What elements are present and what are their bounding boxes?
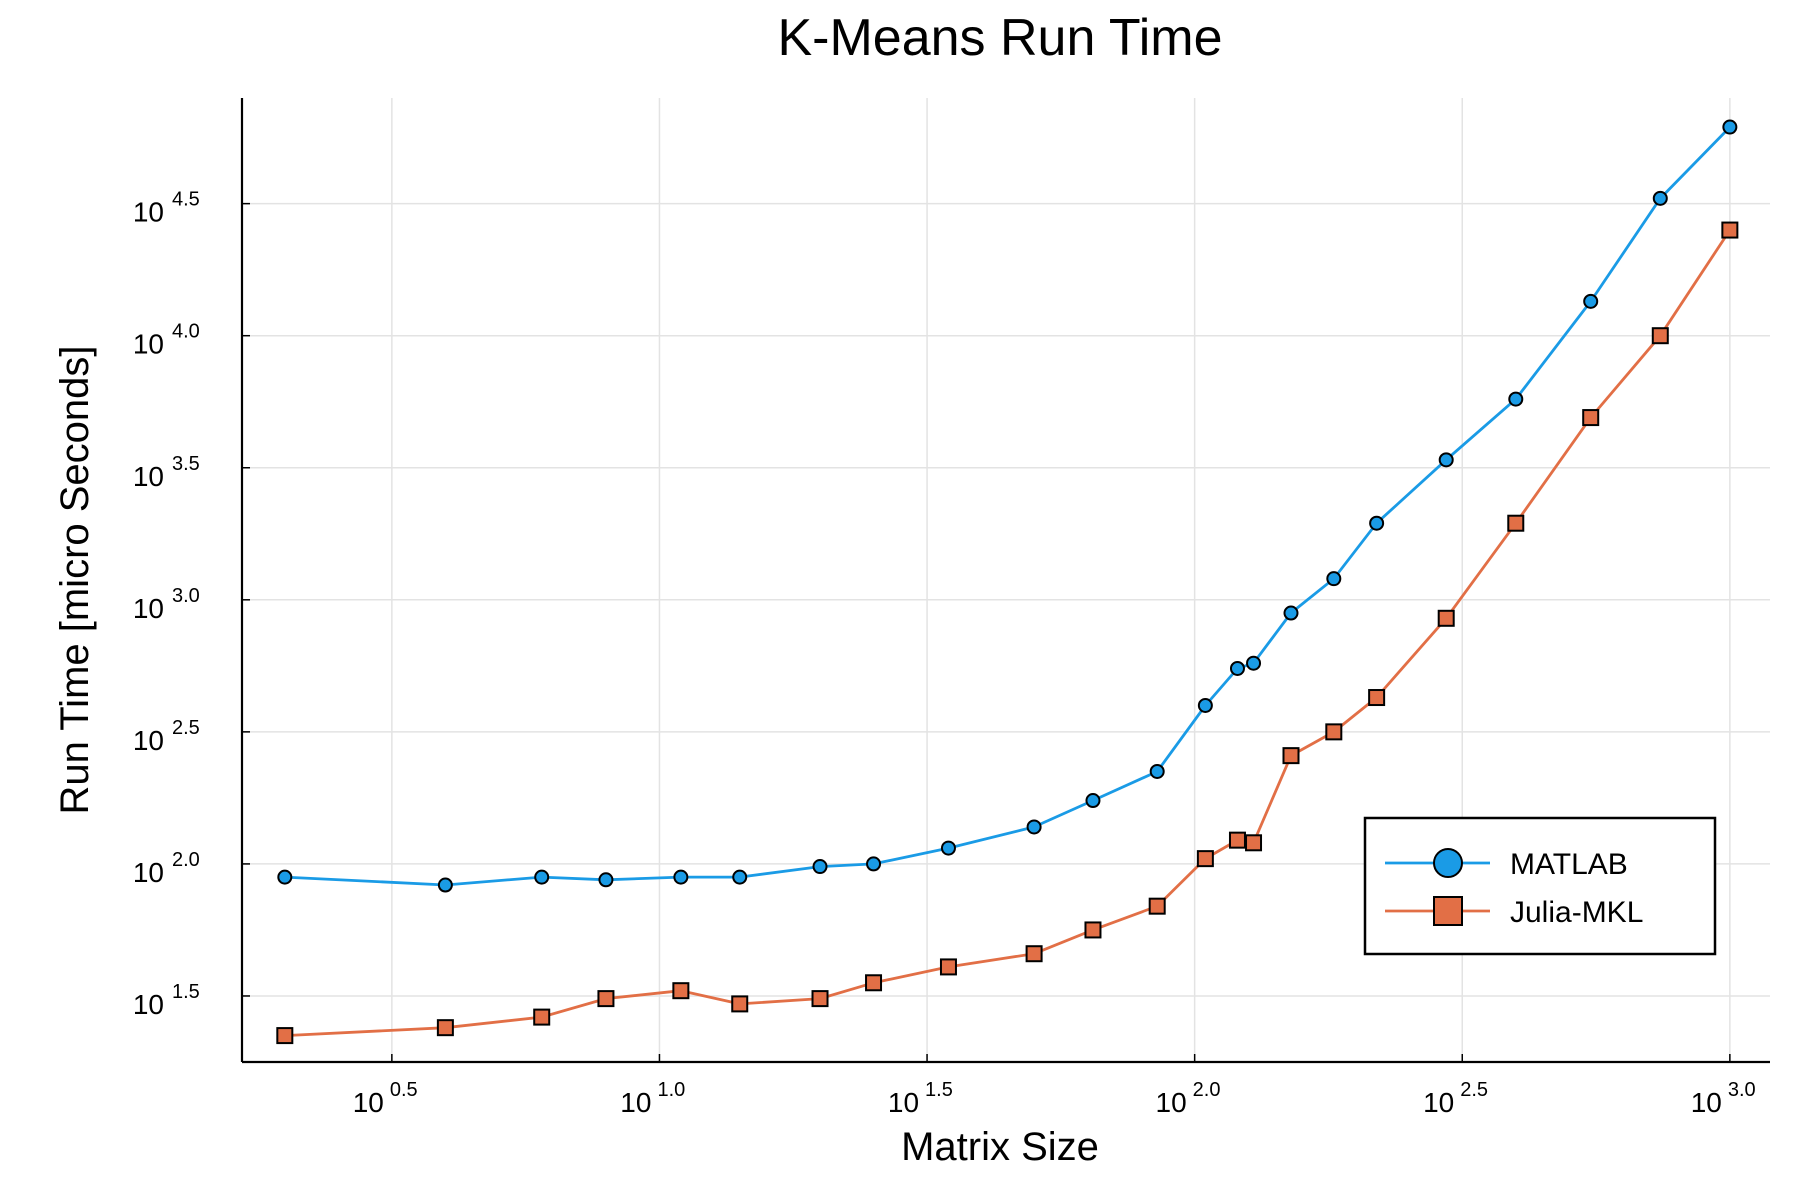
y-tick-label-exponent: 2.0 xyxy=(172,849,200,871)
data-point-matlab xyxy=(437,877,453,893)
data-point-julia-mkl xyxy=(1228,831,1246,849)
x-tick-label-exponent: 2.0 xyxy=(1193,1079,1221,1101)
data-point-julia-mkl xyxy=(436,1019,454,1037)
data-point-matlab xyxy=(1085,793,1101,809)
x-tick-label-exponent: 0.5 xyxy=(390,1079,418,1101)
data-point-julia-mkl xyxy=(1084,921,1102,939)
x-tick-label-exponent: 2.5 xyxy=(1460,1079,1488,1101)
data-point-julia-mkl xyxy=(1245,834,1263,852)
data-point-julia-mkl xyxy=(939,958,957,976)
data-point-julia-mkl xyxy=(731,995,749,1013)
y-tick-label-base: 10 xyxy=(133,461,164,492)
data-point-matlab xyxy=(534,869,550,885)
data-point-matlab xyxy=(1197,697,1213,713)
data-point-matlab xyxy=(1583,293,1599,309)
tick-layer: 10 0.5 10 1.0 10 1.5 10 2.0 10 2.5 10 3.0 10 1.5 10 2.0… xyxy=(133,189,1756,1118)
data-point-julia-mkl xyxy=(1148,897,1166,915)
legend-marker-matlab xyxy=(1433,848,1463,878)
series-line-matlab xyxy=(284,126,1731,887)
data-point-julia-mkl xyxy=(865,974,883,992)
x-tick-label-base: 10 xyxy=(1691,1087,1722,1118)
data-point-matlab xyxy=(940,840,956,856)
x-tick-label-exponent: 1.0 xyxy=(657,1079,685,1101)
data-point-matlab xyxy=(1369,515,1385,531)
x-tick-label-base: 10 xyxy=(620,1087,651,1118)
data-point-matlab xyxy=(1026,819,1042,835)
data-point-julia-mkl xyxy=(1025,945,1043,963)
data-point-matlab xyxy=(1283,605,1299,621)
data-point-julia-mkl xyxy=(1282,747,1300,765)
legend-marker-julia xyxy=(1433,896,1463,926)
y-tick-label-exponent: 1.5 xyxy=(172,981,200,1003)
chart-title: K-Means Run Time xyxy=(777,9,1222,67)
data-point-julia-mkl xyxy=(597,990,615,1008)
data-point-julia-mkl xyxy=(1582,409,1600,427)
y-tick-label-exponent: 3.5 xyxy=(172,453,200,475)
legend: MATLAB Julia-MKL xyxy=(1363,816,1717,956)
x-tick-label-base: 10 xyxy=(888,1087,919,1118)
data-point-julia-mkl xyxy=(1437,609,1455,627)
data-point-matlab xyxy=(866,856,882,872)
y-tick-label-base: 10 xyxy=(133,329,164,360)
data-point-matlab xyxy=(1508,391,1524,407)
data-point-matlab xyxy=(1438,452,1454,468)
data-point-matlab xyxy=(1326,571,1342,587)
x-axis-label: Matrix Size xyxy=(901,1125,1099,1169)
legend-label-julia: Julia-MKL xyxy=(1510,896,1643,929)
data-point-matlab xyxy=(732,869,748,885)
data-point-julia-mkl xyxy=(1368,689,1386,707)
y-axis-label: Run Time [micro Seconds] xyxy=(53,345,97,814)
data-point-julia-mkl xyxy=(1196,850,1214,868)
data-point-matlab xyxy=(1229,660,1245,676)
data-point-julia-mkl xyxy=(276,1027,294,1045)
data-point-julia-mkl xyxy=(1651,327,1669,345)
y-tick-label-base: 10 xyxy=(133,197,164,228)
x-tick-label-base: 10 xyxy=(1156,1087,1187,1118)
y-tick-label-exponent: 4.0 xyxy=(172,321,200,343)
data-point-julia-mkl xyxy=(1507,514,1525,532)
y-tick-label-exponent: 2.5 xyxy=(172,717,200,739)
data-point-matlab xyxy=(1149,763,1165,779)
data-point-matlab xyxy=(598,872,614,888)
y-tick-label-exponent: 3.0 xyxy=(172,585,200,607)
legend-box xyxy=(1363,816,1717,956)
data-point-julia-mkl xyxy=(533,1008,551,1026)
data-point-matlab xyxy=(1246,655,1262,671)
legend-label-matlab: MATLAB xyxy=(1510,848,1628,881)
x-tick-label-base: 10 xyxy=(1423,1087,1454,1118)
data-point-matlab xyxy=(673,869,689,885)
series-layer xyxy=(276,119,1739,1045)
data-point-matlab xyxy=(1652,190,1668,206)
data-point-matlab xyxy=(1722,119,1738,135)
y-tick-label-base: 10 xyxy=(133,857,164,888)
data-point-julia-mkl xyxy=(1325,723,1343,741)
x-tick-label-exponent: 3.0 xyxy=(1728,1079,1756,1101)
y-tick-label-exponent: 4.5 xyxy=(172,189,200,211)
y-tick-label-base: 10 xyxy=(133,989,164,1020)
x-tick-label-base: 10 xyxy=(353,1087,384,1118)
data-point-julia-mkl xyxy=(1721,221,1739,239)
y-tick-label-base: 10 xyxy=(133,593,164,624)
grid-layer xyxy=(242,98,1770,1062)
data-point-julia-mkl xyxy=(672,982,690,1000)
y-tick-label-base: 10 xyxy=(133,725,164,756)
data-point-julia-mkl xyxy=(811,990,829,1008)
data-point-matlab xyxy=(277,869,293,885)
x-tick-label-exponent: 1.5 xyxy=(925,1079,953,1101)
data-point-matlab xyxy=(812,859,828,875)
